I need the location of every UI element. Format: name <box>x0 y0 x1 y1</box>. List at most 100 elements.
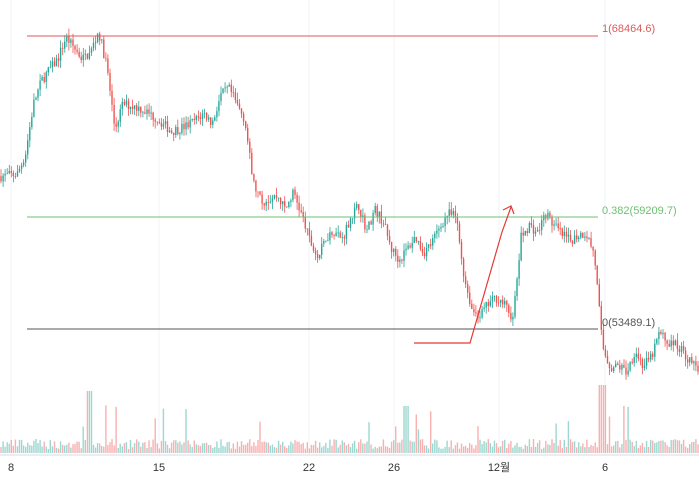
candle-body <box>45 72 47 82</box>
volume-bar <box>185 409 187 453</box>
volume-bar <box>133 443 136 453</box>
candle-body <box>64 41 66 49</box>
candle-body <box>263 203 265 206</box>
volume-bar <box>337 447 339 453</box>
candle-body <box>33 99 35 117</box>
volume-bar <box>10 439 12 453</box>
volume-bar <box>656 442 658 453</box>
volume-bar <box>80 448 82 453</box>
candle-body <box>440 227 442 229</box>
candle-body <box>475 312 477 314</box>
volume-bar <box>84 440 86 453</box>
volume-bar <box>598 385 600 453</box>
volume-bar <box>20 439 23 453</box>
candle-body <box>608 362 611 368</box>
volume-bar <box>534 446 537 453</box>
x-tick-22: 22 <box>303 462 315 474</box>
volume-bar <box>47 449 49 453</box>
volume-bar <box>374 446 376 453</box>
volume-bar <box>306 442 308 453</box>
candle-body <box>183 123 185 130</box>
volume-bars <box>0 385 699 453</box>
candle-body <box>144 112 146 114</box>
candle-body <box>101 39 103 41</box>
volume-bar <box>115 406 117 453</box>
volume-bar <box>617 440 619 453</box>
candle-body <box>175 127 177 135</box>
volume-bar <box>154 418 156 453</box>
candle-body <box>518 260 520 279</box>
candle-body <box>201 113 204 119</box>
candle-body <box>218 101 220 112</box>
volume-bar <box>57 448 60 453</box>
candle-body <box>136 105 138 111</box>
candle-body <box>604 349 607 356</box>
volume-bar <box>208 445 210 453</box>
volume-bar <box>573 441 576 453</box>
candle-body <box>623 365 625 368</box>
candle-body <box>467 284 469 293</box>
volume-bar <box>53 441 56 453</box>
candle-body <box>302 212 304 218</box>
candle-body <box>376 206 378 217</box>
candle-body <box>524 231 526 236</box>
candle-body <box>261 194 263 204</box>
candle-body <box>193 118 195 120</box>
candle-body <box>57 58 60 61</box>
candle-body <box>25 154 27 163</box>
candle-body <box>294 189 296 195</box>
volume-bar <box>88 391 91 453</box>
candle-body <box>341 237 343 238</box>
volume-bar <box>664 442 666 453</box>
candle-body <box>123 101 126 105</box>
volume-bar <box>156 443 158 453</box>
candle-body <box>10 170 12 173</box>
candle-body <box>284 201 286 207</box>
candle-body <box>288 202 290 207</box>
candle-body <box>600 306 602 330</box>
volume-bar <box>549 445 551 453</box>
candle-body <box>362 215 364 218</box>
candle-body <box>74 45 76 50</box>
candle-body <box>652 353 654 357</box>
candle-body <box>493 295 496 297</box>
candle-body <box>563 231 565 237</box>
volume-bar <box>68 442 70 453</box>
volume-bar <box>253 442 255 453</box>
candle-body <box>567 234 570 237</box>
candle-body <box>27 140 29 155</box>
candle-body <box>282 201 284 205</box>
volume-bar <box>481 444 483 453</box>
candle-body <box>150 112 152 114</box>
volume-bar <box>353 440 356 453</box>
candle-body <box>434 233 436 239</box>
candle-body <box>697 365 699 372</box>
candle-body <box>413 237 415 244</box>
candle-body <box>127 100 130 110</box>
candle-body <box>133 105 136 109</box>
volume-bar <box>232 443 234 453</box>
volume-bar <box>462 446 465 453</box>
candle-body <box>674 340 676 346</box>
volume-bar <box>538 440 541 453</box>
candle-body <box>520 232 522 261</box>
volume-bar <box>222 445 224 453</box>
volume-bar <box>29 445 31 453</box>
volume-bar <box>619 447 621 453</box>
volume-bar <box>203 443 206 453</box>
volume-bar <box>136 439 138 453</box>
candle-body <box>419 240 422 249</box>
candle-body <box>551 216 553 226</box>
volume-bar <box>516 442 518 453</box>
volume-bar <box>325 442 327 453</box>
candle-body <box>62 47 64 49</box>
candle-body <box>436 230 438 234</box>
volume-bar <box>364 443 366 453</box>
volume-bar <box>627 406 629 453</box>
candle-body <box>460 241 463 259</box>
trend-arrow-path[interactable] <box>414 206 512 344</box>
volume-bar <box>33 440 35 453</box>
volume-bar <box>175 439 177 453</box>
volume-bar <box>148 440 150 453</box>
